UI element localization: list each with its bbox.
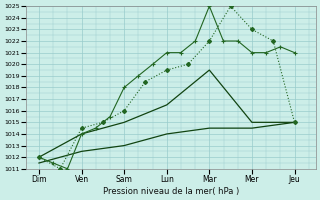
X-axis label: Pression niveau de la mer( hPa ): Pression niveau de la mer( hPa ) xyxy=(103,187,239,196)
